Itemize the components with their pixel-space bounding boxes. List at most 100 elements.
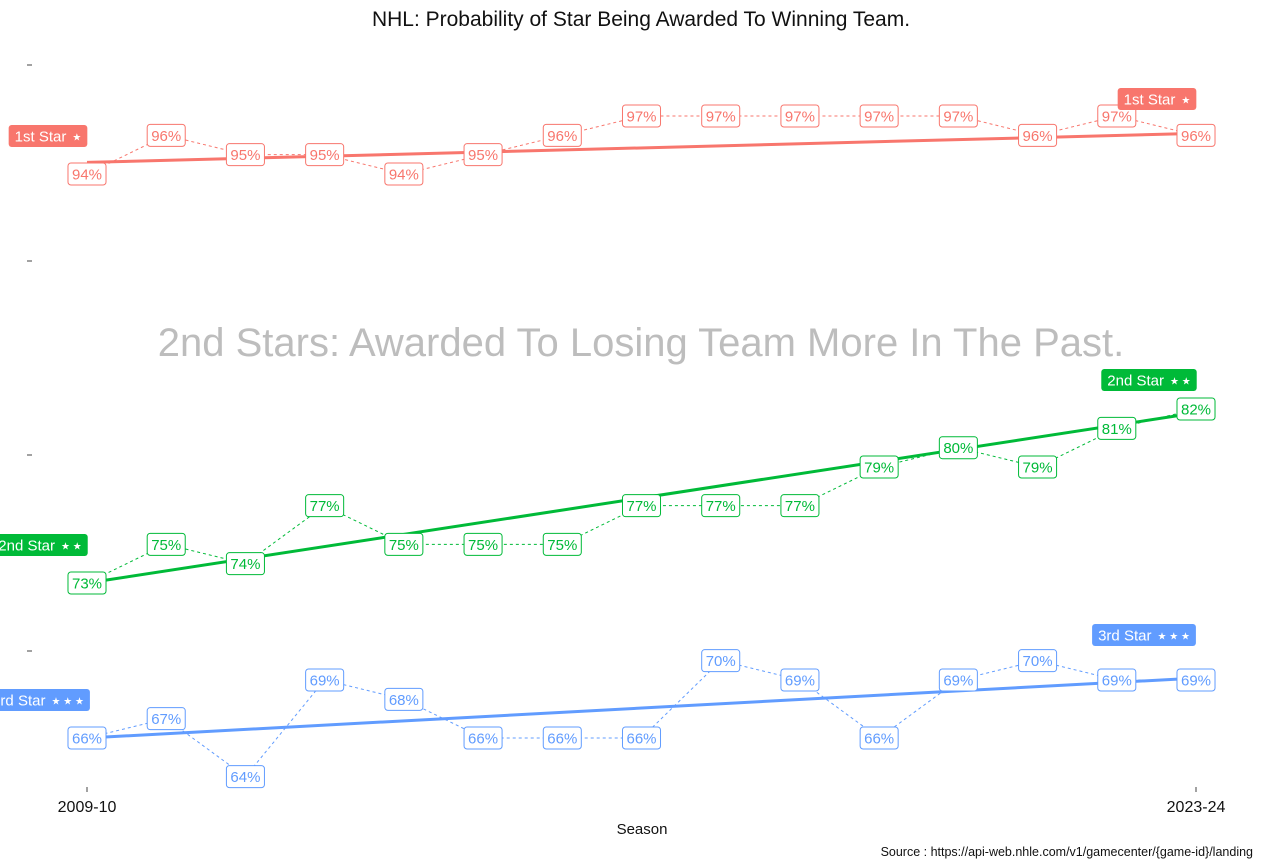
series-badge: 2nd Star ★ ★ (0, 534, 88, 556)
data-label: 69% (1097, 668, 1137, 692)
star-icon: ★ (1181, 96, 1190, 107)
data-label: 82% (1176, 397, 1216, 421)
data-label-box (701, 494, 741, 518)
data-label-box (67, 726, 107, 750)
data-label-text: 80% (943, 440, 973, 457)
data-label: 96% (146, 123, 186, 147)
chart-subtitle: 2nd Stars: Awarded To Losing Team More I… (158, 321, 1125, 365)
data-label-box (701, 649, 741, 673)
data-label-box (305, 143, 345, 167)
data-label-box (780, 104, 820, 128)
data-label-text: 97% (706, 109, 736, 126)
data-label: 74% (225, 552, 265, 576)
data-label-box (1018, 123, 1058, 147)
data-label-text: 66% (626, 731, 656, 748)
data-label: 69% (305, 668, 345, 692)
data-label: 66% (859, 726, 899, 750)
data-label: 67% (146, 707, 186, 731)
star-icon: ★ ★ (61, 542, 82, 553)
data-label: 79% (1018, 455, 1058, 479)
data-label-box (938, 436, 978, 460)
data-label-text: 95% (310, 147, 340, 164)
star-icon: ★ ★ (1170, 377, 1191, 388)
chart-title: NHL: Probability of Star Being Awarded T… (372, 8, 910, 31)
data-label-text: 97% (626, 109, 656, 126)
data-label-text: 66% (468, 731, 498, 748)
data-label-box (1097, 416, 1137, 440)
data-label: 73% (67, 571, 107, 595)
data-label-text: 97% (943, 109, 973, 126)
data-label-box (384, 162, 424, 186)
data-label: 94% (67, 162, 107, 186)
data-label: 69% (938, 668, 978, 692)
series-badge: 2nd Star ★ ★ (1101, 369, 1197, 391)
data-label-text: 77% (310, 498, 340, 515)
data-label-box (1097, 668, 1137, 692)
series-dashed-line (86, 660, 1196, 778)
data-label-text: 95% (468, 147, 498, 164)
data-label-box (384, 532, 424, 556)
data-label: 77% (621, 494, 662, 518)
data-label-box (1176, 668, 1216, 692)
data-label-text: 75% (468, 537, 498, 554)
data-label: 95% (305, 143, 345, 167)
data-label-text: 67% (151, 711, 181, 728)
data-label: 66% (463, 726, 503, 750)
source-caption: Source : https://api-web.nhle.com/v1/gam… (881, 845, 1253, 859)
data-label-box (859, 104, 899, 128)
data-label-text: 97% (1102, 109, 1132, 126)
data-label-box (780, 668, 820, 692)
data-label: 75% (542, 532, 582, 556)
data-label-box (1018, 649, 1058, 673)
data-label-box (225, 765, 265, 789)
data-label-box (384, 687, 424, 711)
series-badge-box (1117, 88, 1197, 110)
data-label-text: 69% (1181, 673, 1211, 690)
data-label-text: 66% (547, 731, 577, 748)
data-label: 66% (542, 726, 582, 750)
star-icon: ★ ★ ★ (1157, 632, 1189, 643)
data-label-text: 94% (72, 167, 102, 184)
data-label-text: 75% (389, 537, 419, 554)
data-label-box (701, 104, 741, 128)
data-label: 66% (621, 726, 662, 750)
x-tick-label: 2009-10 (58, 799, 117, 816)
data-label-box (1176, 397, 1216, 421)
data-label: 77% (701, 494, 741, 518)
data-label: 97% (621, 104, 662, 128)
data-label: 75% (384, 532, 424, 556)
data-label-box (225, 143, 265, 167)
data-label-box (938, 668, 978, 692)
data-label-text: 79% (1023, 460, 1053, 477)
data-label-box (780, 494, 820, 518)
data-label-box (621, 494, 662, 518)
series-badge: 1st Star ★ (1117, 88, 1197, 110)
data-label-box (542, 123, 582, 147)
data-label-box (1176, 123, 1216, 147)
data-label-text: 66% (864, 731, 894, 748)
data-label: 97% (701, 104, 741, 128)
data-label-box (463, 143, 503, 167)
data-label: 96% (542, 123, 582, 147)
data-label: 66% (67, 726, 107, 750)
data-label-text: 94% (389, 167, 419, 184)
series-badge-name: 3rd Star (1098, 628, 1151, 645)
data-label-box (1097, 104, 1137, 128)
data-label-text: 64% (230, 769, 260, 786)
data-label: 77% (305, 494, 345, 518)
data-label: 95% (225, 143, 265, 167)
data-label-text: 68% (389, 692, 419, 709)
data-label-text: 74% (230, 556, 260, 573)
x-axis-label: Season (617, 821, 668, 838)
data-label-text: 96% (1023, 128, 1053, 145)
data-label-text: 82% (1181, 402, 1211, 419)
series-badge: 3rd Star ★ ★ ★ (0, 689, 90, 711)
data-label-text: 79% (864, 460, 894, 477)
series-badge-box (8, 125, 88, 147)
series-3: 66% 67% 64% 69% 68% 66% 66% 66% 70% 69% 66% 69% 70% 6… (0, 624, 1216, 789)
data-label: 97% (780, 104, 820, 128)
data-label-box (67, 571, 107, 595)
data-label: 77% (780, 494, 820, 518)
series-layer: 94% 96% 95% 95% 94% 95% 96% 97% 97% 97% 97% 97% 96% 9… (0, 88, 1216, 789)
data-label: 81% (1097, 416, 1137, 440)
